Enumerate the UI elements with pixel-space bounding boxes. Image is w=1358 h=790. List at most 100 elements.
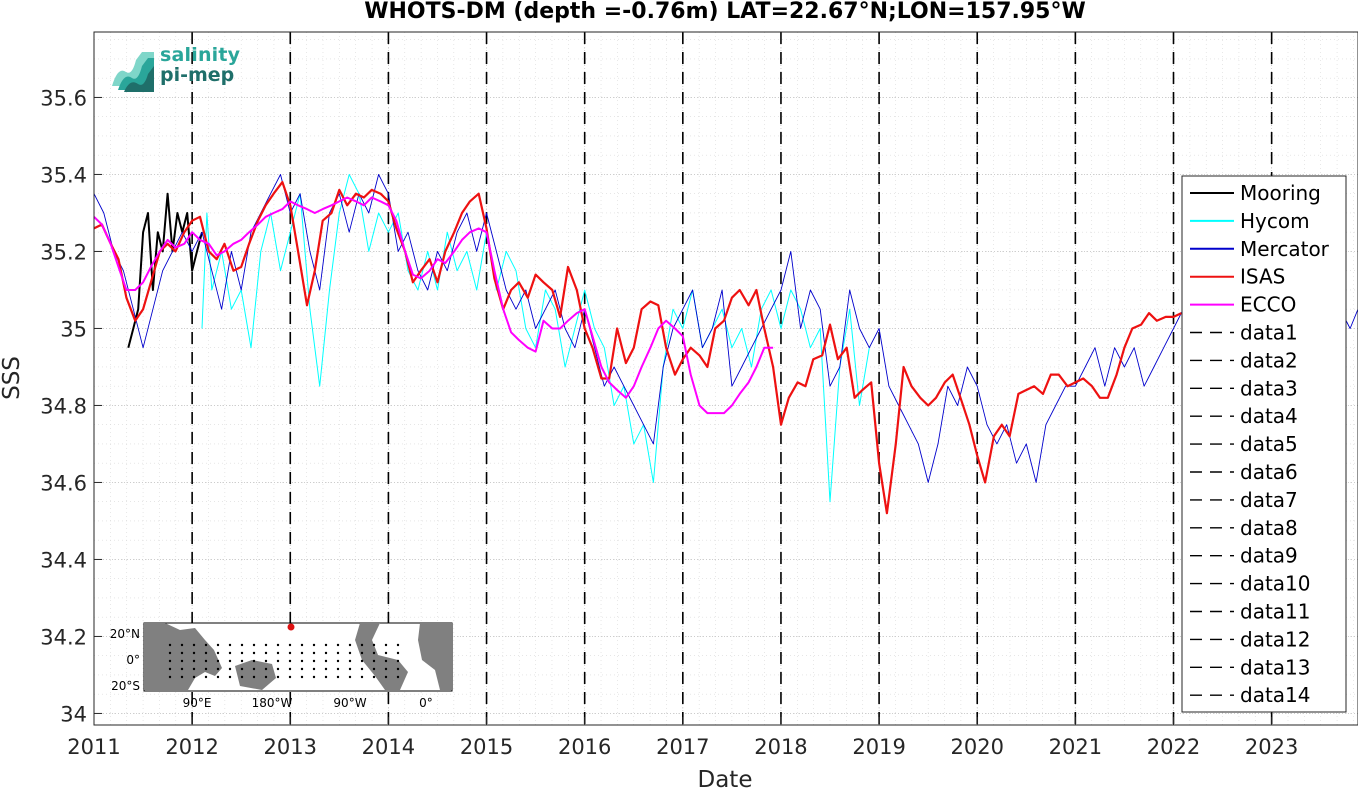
chart-title: WHOTS-DM (depth =-0.76m) LAT=22.67°N;LON… [364, 0, 1086, 24]
inset-mooring-dot [216, 659, 220, 663]
axes-box [93, 31, 1358, 726]
inset-mooring-dot [288, 651, 292, 655]
inset-xlabel-90e: 90°E [183, 696, 212, 710]
x-tick-label: 2011 [67, 735, 120, 759]
inset-map-australia [235, 660, 276, 690]
inset-map-site-marker [287, 623, 295, 631]
inset-mooring-dot [240, 667, 244, 671]
inset-mooring-dot [360, 643, 364, 647]
inset-mooring-dot [216, 675, 220, 679]
x-tick-label: 2020 [951, 735, 1004, 759]
inset-mooring-dot [252, 667, 256, 671]
inset-xlabel-180w: 180°W [252, 696, 293, 710]
x-tick-label: 2012 [165, 735, 218, 759]
inset-mooring-dot [372, 659, 376, 663]
series-line-mooring [127, 192, 203, 348]
inset-ylabel-0: 0° [126, 653, 140, 667]
x-tick-label: 2014 [362, 735, 415, 759]
inset-mooring-dot [336, 651, 340, 655]
legend-label-mooring: Mooring [1240, 181, 1321, 205]
inset-mooring-dot [300, 643, 304, 647]
inset-mooring-dot [360, 667, 364, 671]
inset-map-africa-asia [144, 623, 222, 690]
logo-text-pimep: pi-mep [160, 64, 235, 86]
inset-mooring-dot [336, 667, 340, 671]
legend-label-data12: data12 [1240, 627, 1311, 651]
y-tick-label: 34 [60, 702, 87, 726]
inset-mooring-dot [276, 667, 280, 671]
inset-mooring-dot [168, 659, 172, 663]
inset-mooring-dot [312, 651, 316, 655]
inset-mooring-dot [372, 643, 376, 647]
inset-mooring-dot [168, 643, 172, 647]
legend-label-data9: data9 [1240, 544, 1298, 568]
y-tick-label: 35.4 [40, 163, 87, 187]
x-tick-label: 2017 [656, 735, 709, 759]
legend-label-data14: data14 [1240, 683, 1311, 707]
inset-mooring-dot [168, 667, 172, 671]
inset-mooring-dot [384, 675, 388, 679]
x-axis-label: Date [698, 767, 753, 790]
inset-mooring-dot [180, 667, 184, 671]
x-tick-label: 2018 [754, 735, 807, 759]
inset-mooring-dot [192, 643, 196, 647]
inset-mooring-dot [288, 675, 292, 679]
inset-xlabel-0: 0° [419, 696, 433, 710]
inset-mooring-dot [240, 651, 244, 655]
inset-mooring-dot [192, 659, 196, 663]
inset-mooring-dot [300, 659, 304, 663]
inset-mooring-dot [252, 643, 256, 647]
inset-mooring-dot [168, 651, 172, 655]
legend-label-hycom: Hycom [1240, 209, 1310, 233]
inset-mooring-dot [252, 651, 256, 655]
inset-mooring-dot [396, 667, 400, 671]
inset-mooring-dot [192, 675, 196, 679]
legend-label-data8: data8 [1240, 516, 1298, 540]
x-tick-label: 2013 [264, 735, 317, 759]
inset-mooring-dot [276, 675, 280, 679]
inset-mooring-dot [396, 675, 400, 679]
inset-mooring-dot [396, 643, 400, 647]
inset-mooring-dot [300, 667, 304, 671]
series-line-mercator [93, 174, 1358, 483]
inset-mooring-dot [348, 659, 352, 663]
inset-mooring-dot [300, 675, 304, 679]
legend-label-data13: data13 [1240, 655, 1311, 679]
inset-mooring-dot [372, 667, 376, 671]
inset-xlabel-90w: 90°W [333, 696, 366, 710]
y-tick-label: 34.4 [40, 548, 87, 572]
inset-mooring-dot [204, 667, 208, 671]
inset-ylabel-20s: 20°S [111, 679, 140, 693]
inset-mooring-dot [396, 659, 400, 663]
inset-mooring-dot [240, 659, 244, 663]
inset-mooring-dot [180, 675, 184, 679]
legend-label-data1: data1 [1240, 321, 1298, 345]
inset-map-africa-west [418, 623, 452, 690]
inset-mooring-dot [324, 667, 328, 671]
y-axis-ticks: 34 34.2 34.4 34.6 34.8 35 35.2 35.4 35.6 [40, 86, 102, 726]
inset-mooring-dot [360, 659, 364, 663]
y-tick-label: 34.8 [40, 394, 87, 418]
inset-mooring-dot [228, 651, 232, 655]
legend-label-mercator: Mercator [1240, 237, 1330, 261]
series-line-isas [93, 181, 1182, 515]
inset-mooring-dot [204, 651, 208, 655]
legend-entries: Mooring Hycom Mercator ISAS ECCO data1 data2 da… [1190, 181, 1330, 707]
inset-mooring-dot [180, 651, 184, 655]
inset-mooring-dot [276, 659, 280, 663]
inset-mooring-dot [168, 675, 172, 679]
inset-mooring-dot [216, 651, 220, 655]
x-tick-label: 2022 [1147, 735, 1200, 759]
salinity-pimep-logo: salinity pi-mep [108, 44, 248, 96]
inset-mooring-dot [204, 643, 208, 647]
x-axis-ticks: 2011 2012 2013 2014 2015 2016 2017 2018 2019 2020… [67, 717, 1298, 759]
x-tick-label: 2023 [1245, 735, 1298, 759]
inset-mooring-dot [204, 659, 208, 663]
inset-mooring-dot [384, 667, 388, 671]
inset-mooring-dot [276, 651, 280, 655]
inset-mooring-dot [348, 667, 352, 671]
inset-mooring-dot [372, 675, 376, 679]
y-tick-label: 34.2 [40, 625, 87, 649]
inset-mooring-dot [360, 675, 364, 679]
inset-mooring-dot [312, 667, 316, 671]
